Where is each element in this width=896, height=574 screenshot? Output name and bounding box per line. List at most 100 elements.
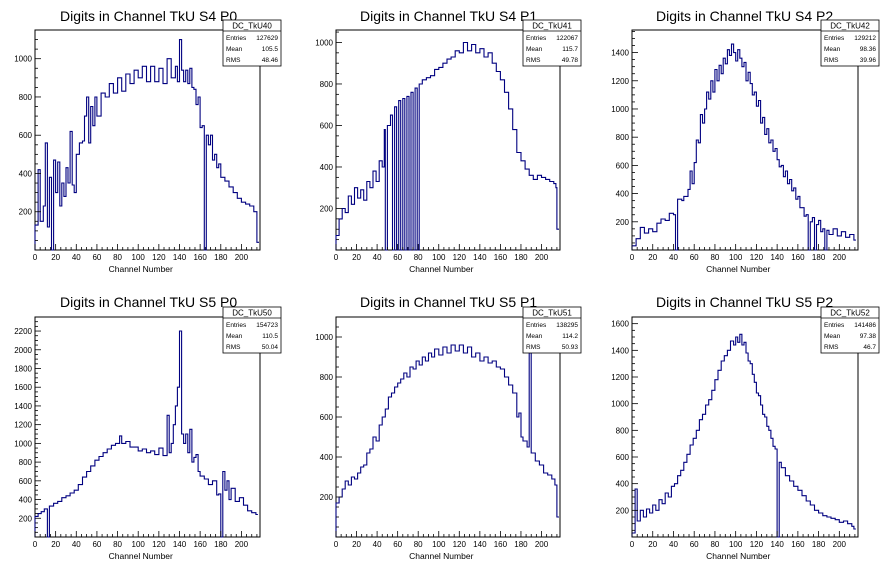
y-tick-label: 1800 bbox=[14, 364, 32, 373]
stats-rms-label: RMS bbox=[526, 57, 541, 64]
stats-rms-value: 50.93 bbox=[562, 344, 579, 351]
stats-box bbox=[222, 19, 282, 67]
chart-panel-5: Digits in Channel TkU S5 P1 0 20 40 60 80 100 1… bbox=[315, 294, 582, 561]
stats-rms-label: RMS bbox=[824, 57, 839, 64]
x-tick-label: 140 bbox=[473, 253, 487, 262]
x-tick-label: 0 bbox=[33, 540, 38, 549]
x-tick-label: 40 bbox=[373, 253, 382, 262]
x-tick-label: 80 bbox=[414, 253, 423, 262]
stats-rms-label: RMS bbox=[226, 344, 241, 351]
y-tick-label: 400 bbox=[616, 190, 630, 199]
x-tick-label: 100 bbox=[729, 253, 743, 262]
y-tick-label: 1200 bbox=[611, 373, 629, 382]
x-tick-label: 160 bbox=[494, 540, 508, 549]
y-tick-label: 400 bbox=[320, 453, 334, 462]
chart-panel-1: Digits in Channel TkU S4 P0 0 20 40 60 80 100 1… bbox=[14, 8, 282, 274]
chart-panel-4: Digits in Channel TkU S5 P0 0 20 40 60 80 100 1… bbox=[14, 294, 282, 561]
stats-mean-value: 98.36 bbox=[860, 46, 877, 53]
y-tick-label: 400 bbox=[19, 496, 33, 505]
y-tick-label: 600 bbox=[19, 131, 33, 140]
x-tick-label: 40 bbox=[373, 540, 382, 549]
y-tick-label: 200 bbox=[616, 218, 630, 227]
x-axis-label: Channel Number bbox=[109, 264, 173, 274]
x-tick-label: 160 bbox=[791, 540, 805, 549]
x-tick-label: 200 bbox=[833, 253, 847, 262]
x-tick-label: 80 bbox=[414, 540, 423, 549]
stats-rms-value: 49.78 bbox=[562, 57, 579, 64]
x-tick-label: 180 bbox=[214, 540, 228, 549]
stats-rms-value: 46.7 bbox=[863, 344, 876, 351]
x-tick-label: 20 bbox=[51, 253, 60, 262]
chart-title: Digits in Channel TkU S4 P1 bbox=[360, 8, 537, 24]
x-tick-label: 0 bbox=[33, 253, 38, 262]
stats-mean-label: Mean bbox=[824, 333, 841, 340]
y-tick-label: 800 bbox=[616, 133, 630, 142]
x-tick-label: 180 bbox=[812, 540, 826, 549]
x-tick-label: 80 bbox=[113, 540, 122, 549]
y-tick-label: 1600 bbox=[611, 320, 629, 329]
x-tick-label: 160 bbox=[791, 253, 805, 262]
stats-mean-value: 115.7 bbox=[562, 46, 578, 53]
stats-rms-label: RMS bbox=[526, 344, 541, 351]
stats-entries-value: 141486 bbox=[854, 322, 876, 329]
x-tick-label: 180 bbox=[214, 253, 228, 262]
x-tick-label: 100 bbox=[132, 253, 146, 262]
x-tick-label: 160 bbox=[494, 253, 508, 262]
y-tick-label: 1600 bbox=[14, 383, 32, 392]
y-tick-label: 200 bbox=[19, 514, 33, 523]
x-tick-label: 0 bbox=[630, 540, 635, 549]
stats-mean-label: Mean bbox=[526, 333, 543, 340]
x-tick-label: 120 bbox=[453, 253, 467, 262]
x-tick-label: 80 bbox=[113, 253, 122, 262]
chart-title: Digits in Channel TkU S4 P2 bbox=[656, 8, 833, 24]
x-tick-label: 80 bbox=[710, 540, 719, 549]
stats-entries-label: Entries bbox=[526, 322, 547, 329]
stats-entries-label: Entries bbox=[526, 35, 547, 42]
stats-mean-value: 105.5 bbox=[262, 46, 279, 53]
y-tick-label: 1000 bbox=[611, 400, 629, 409]
x-tick-label: 120 bbox=[152, 540, 166, 549]
histogram-series bbox=[335, 41, 559, 251]
plot-frame bbox=[335, 29, 561, 251]
x-tick-label: 40 bbox=[669, 253, 678, 262]
chart-panel-3: Digits in Channel TkU S4 P2 0 20 40 60 80 100 1… bbox=[611, 8, 880, 274]
plot-frame bbox=[631, 316, 859, 538]
x-axis-label: Channel Number bbox=[706, 264, 770, 274]
stats-mean-value: 114.2 bbox=[562, 333, 578, 340]
x-tick-label: 160 bbox=[193, 540, 207, 549]
x-tick-label: 200 bbox=[535, 540, 549, 549]
stats-rms-label: RMS bbox=[824, 344, 839, 351]
y-tick-label: 200 bbox=[320, 204, 334, 213]
stats-box bbox=[522, 306, 582, 354]
stats-mean-label: Mean bbox=[824, 46, 841, 53]
stats-box bbox=[820, 19, 880, 67]
histogram-series bbox=[34, 330, 258, 538]
histogram-series bbox=[631, 43, 856, 251]
stats-entries-value: 129212 bbox=[854, 35, 876, 42]
plot-frame bbox=[34, 29, 261, 251]
y-tick-label: 1400 bbox=[611, 346, 629, 355]
y-tick-label: 800 bbox=[19, 458, 33, 467]
y-tick-label: 1200 bbox=[14, 421, 32, 430]
y-tick-label: 400 bbox=[19, 169, 33, 178]
y-tick-label: 800 bbox=[320, 373, 334, 382]
stats-mean-value: 110.5 bbox=[262, 333, 278, 340]
x-tick-label: 60 bbox=[690, 253, 699, 262]
y-tick-label: 600 bbox=[320, 121, 334, 130]
x-tick-label: 20 bbox=[51, 540, 60, 549]
stats-mean-value: 97.38 bbox=[860, 333, 877, 340]
y-tick-label: 1400 bbox=[611, 49, 629, 58]
x-tick-label: 40 bbox=[669, 540, 678, 549]
stats-entries-value: 127629 bbox=[256, 35, 278, 42]
x-tick-label: 200 bbox=[535, 253, 549, 262]
y-tick-label: 1200 bbox=[611, 77, 629, 86]
x-tick-label: 140 bbox=[473, 540, 487, 549]
y-tick-label: 1400 bbox=[14, 402, 32, 411]
x-tick-label: 200 bbox=[235, 253, 249, 262]
y-tick-label: 800 bbox=[320, 80, 334, 89]
stats-entries-label: Entries bbox=[226, 35, 247, 42]
chart-panel-2: Digits in Channel TkU S4 P1 0 20 40 60 80 100 1… bbox=[315, 8, 582, 274]
x-axis-label: Channel Number bbox=[409, 264, 473, 274]
x-tick-label: 40 bbox=[72, 253, 81, 262]
chart-title: Digits in Channel TkU S5 P2 bbox=[656, 294, 833, 310]
